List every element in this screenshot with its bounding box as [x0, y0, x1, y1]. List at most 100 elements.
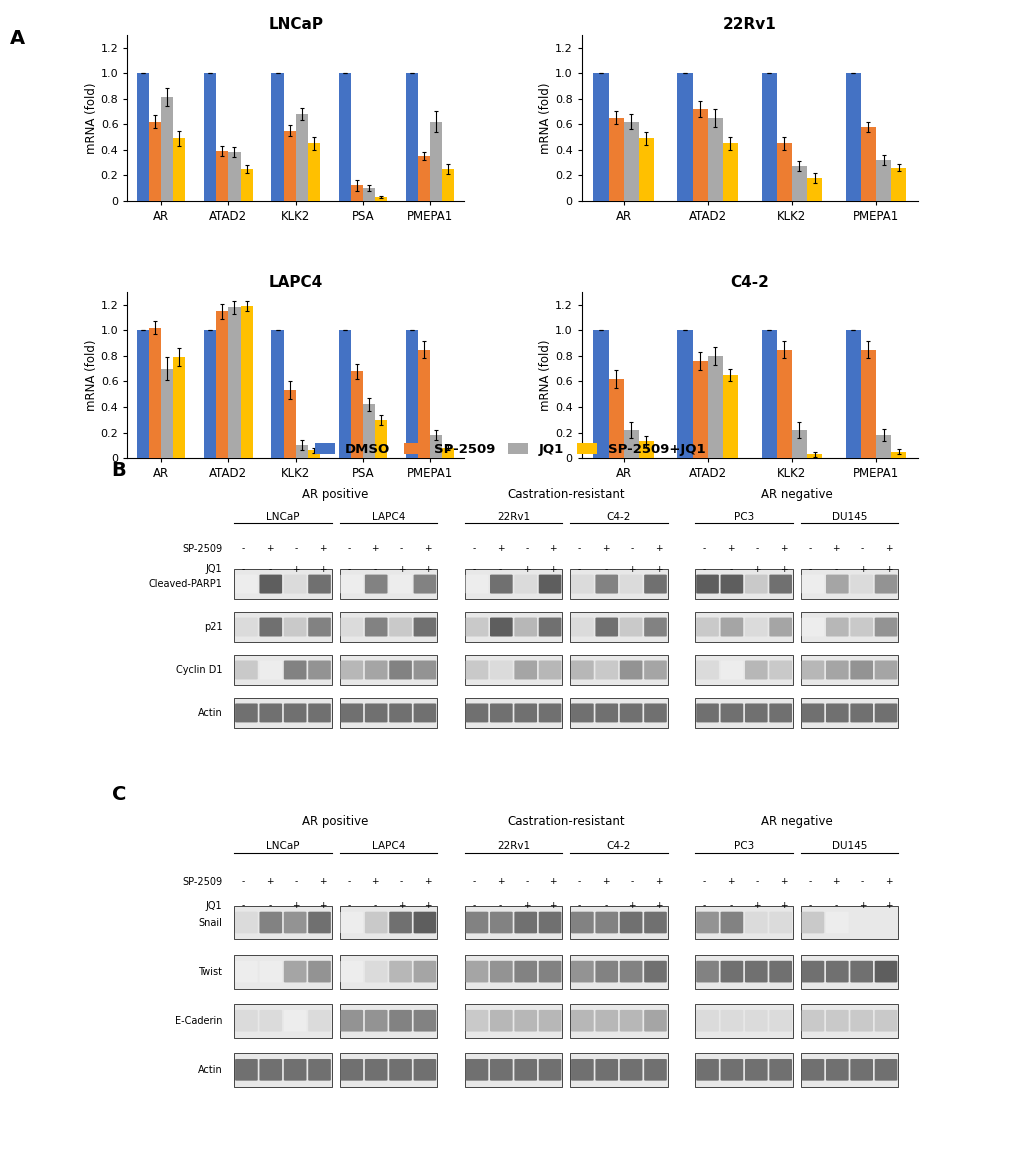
Bar: [216, 151, 228, 201]
Bar: [775, 349, 791, 459]
FancyBboxPatch shape: [595, 1059, 618, 1081]
FancyBboxPatch shape: [719, 1010, 743, 1032]
Text: -: -: [525, 545, 528, 553]
FancyBboxPatch shape: [571, 661, 593, 679]
Text: AR positive: AR positive: [303, 815, 369, 828]
Text: p21: p21: [204, 622, 222, 632]
FancyBboxPatch shape: [489, 661, 513, 679]
Bar: [338, 73, 351, 201]
Text: -: -: [472, 545, 475, 553]
FancyBboxPatch shape: [365, 704, 387, 722]
FancyBboxPatch shape: [719, 618, 743, 636]
FancyBboxPatch shape: [695, 569, 792, 599]
FancyBboxPatch shape: [744, 575, 767, 593]
Text: -: -: [577, 545, 581, 553]
Text: Snail: Snail: [199, 917, 222, 928]
Text: -: -: [472, 901, 475, 910]
FancyBboxPatch shape: [696, 704, 718, 722]
FancyBboxPatch shape: [259, 661, 282, 679]
Bar: [308, 450, 320, 459]
FancyBboxPatch shape: [768, 661, 791, 679]
Text: -: -: [603, 564, 606, 574]
Bar: [296, 114, 308, 201]
Text: -: -: [472, 878, 475, 886]
FancyBboxPatch shape: [695, 612, 792, 642]
FancyBboxPatch shape: [850, 1010, 872, 1032]
Bar: [638, 138, 653, 201]
FancyBboxPatch shape: [514, 704, 537, 722]
FancyBboxPatch shape: [825, 1059, 848, 1081]
FancyBboxPatch shape: [538, 911, 560, 933]
FancyBboxPatch shape: [308, 1059, 330, 1081]
FancyBboxPatch shape: [340, 661, 363, 679]
FancyBboxPatch shape: [465, 612, 561, 642]
FancyBboxPatch shape: [768, 704, 791, 722]
FancyBboxPatch shape: [234, 698, 331, 728]
FancyBboxPatch shape: [365, 618, 387, 636]
FancyBboxPatch shape: [644, 911, 666, 933]
FancyBboxPatch shape: [695, 655, 792, 685]
Text: +: +: [266, 878, 273, 886]
FancyBboxPatch shape: [825, 661, 848, 679]
Title: 22Rv1: 22Rv1: [722, 17, 775, 33]
Bar: [296, 446, 308, 459]
FancyBboxPatch shape: [695, 1053, 792, 1087]
FancyBboxPatch shape: [696, 618, 718, 636]
FancyBboxPatch shape: [465, 1053, 561, 1087]
FancyBboxPatch shape: [825, 911, 848, 933]
Bar: [161, 98, 173, 201]
Text: -: -: [702, 545, 705, 553]
Text: +: +: [832, 545, 840, 553]
FancyBboxPatch shape: [719, 704, 743, 722]
FancyBboxPatch shape: [234, 1010, 258, 1032]
FancyBboxPatch shape: [489, 575, 513, 593]
FancyBboxPatch shape: [234, 612, 331, 642]
Text: A: A: [10, 29, 25, 48]
FancyBboxPatch shape: [308, 1010, 330, 1032]
Text: Castration-resistant: Castration-resistant: [506, 488, 625, 502]
Bar: [806, 454, 821, 459]
Bar: [204, 73, 216, 201]
Bar: [692, 361, 707, 459]
FancyBboxPatch shape: [768, 1010, 791, 1032]
FancyBboxPatch shape: [874, 618, 897, 636]
FancyBboxPatch shape: [283, 1059, 306, 1081]
Text: +: +: [654, 901, 661, 910]
Text: -: -: [242, 564, 245, 574]
FancyBboxPatch shape: [466, 575, 488, 593]
FancyBboxPatch shape: [768, 618, 791, 636]
FancyBboxPatch shape: [695, 954, 792, 988]
FancyBboxPatch shape: [644, 618, 666, 636]
FancyBboxPatch shape: [283, 618, 306, 636]
FancyBboxPatch shape: [466, 1059, 488, 1081]
FancyBboxPatch shape: [234, 655, 331, 685]
FancyBboxPatch shape: [825, 961, 848, 982]
FancyBboxPatch shape: [874, 1010, 897, 1032]
Text: Twist: Twist: [198, 967, 222, 976]
Text: +: +: [292, 901, 300, 910]
FancyBboxPatch shape: [389, 1059, 412, 1081]
Text: -: -: [807, 545, 811, 553]
Text: 22Rv1: 22Rv1: [496, 842, 530, 851]
FancyBboxPatch shape: [595, 661, 618, 679]
Text: C4-2: C4-2: [606, 842, 631, 851]
FancyBboxPatch shape: [514, 911, 537, 933]
FancyBboxPatch shape: [465, 655, 561, 685]
FancyBboxPatch shape: [308, 961, 330, 982]
Text: +: +: [318, 901, 326, 910]
FancyBboxPatch shape: [620, 618, 642, 636]
Bar: [860, 349, 875, 459]
Text: AR negative: AR negative: [760, 815, 832, 828]
FancyBboxPatch shape: [695, 906, 792, 939]
Bar: [351, 372, 363, 459]
Text: +: +: [523, 564, 530, 574]
FancyBboxPatch shape: [620, 911, 642, 933]
FancyBboxPatch shape: [234, 1004, 331, 1038]
FancyBboxPatch shape: [644, 1059, 666, 1081]
FancyBboxPatch shape: [800, 906, 898, 939]
FancyBboxPatch shape: [259, 911, 282, 933]
Text: AR positive: AR positive: [303, 488, 369, 502]
Text: -: -: [729, 564, 732, 574]
Bar: [271, 73, 283, 201]
Bar: [692, 109, 707, 201]
